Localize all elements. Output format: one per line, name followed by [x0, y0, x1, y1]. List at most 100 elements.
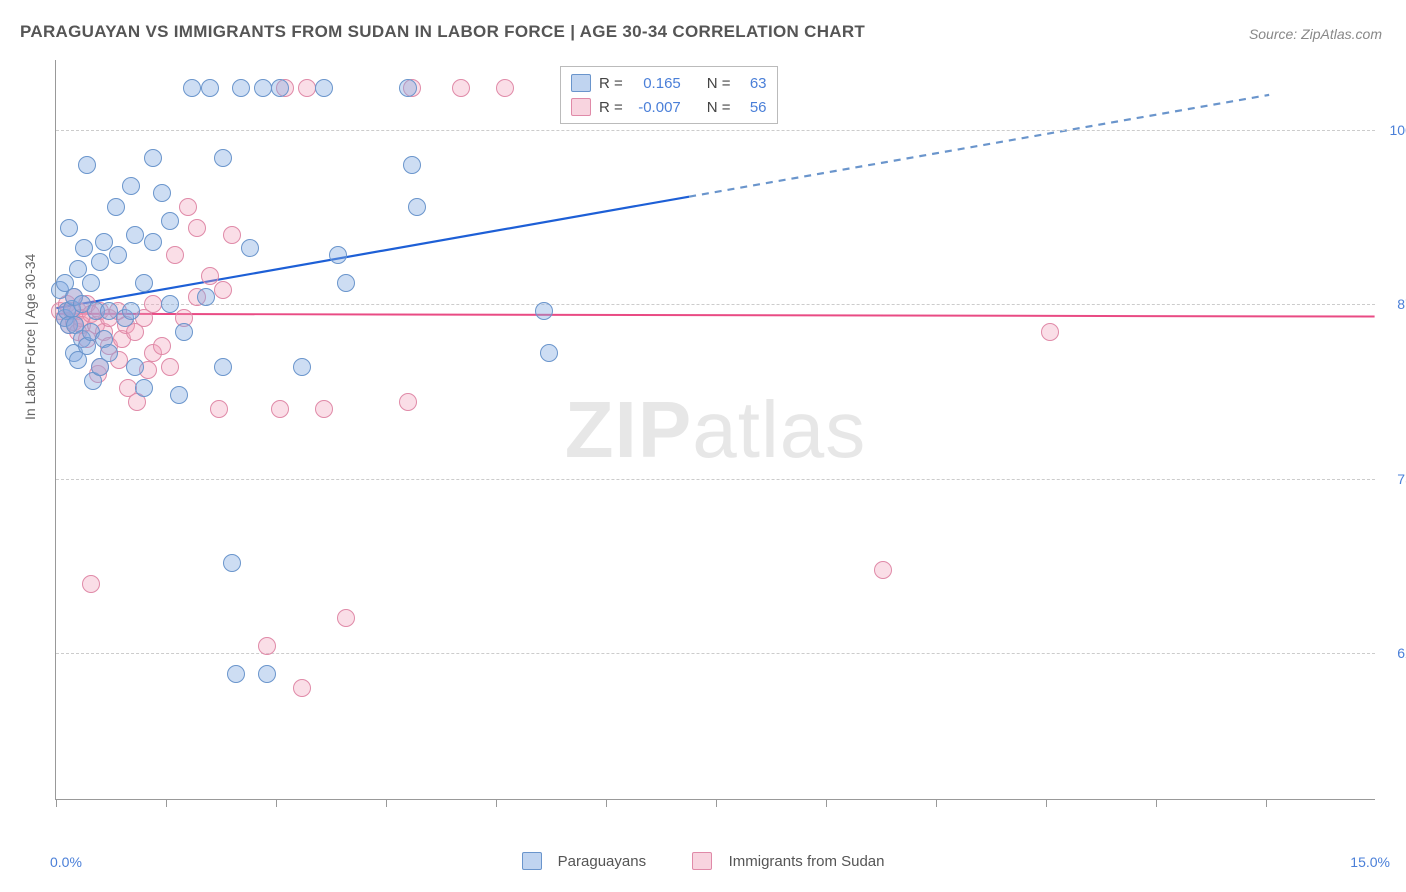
scatter-point-blue [201, 79, 219, 97]
scatter-point-blue [175, 323, 193, 341]
x-tick [386, 799, 387, 807]
scatter-point-blue [170, 386, 188, 404]
legend-label-blue: Paraguayans [558, 853, 646, 870]
scatter-point-pink [399, 393, 417, 411]
x-tick [826, 799, 827, 807]
scatter-point-blue [75, 239, 93, 257]
x-tick [496, 799, 497, 807]
scatter-point-pink [223, 226, 241, 244]
gridline-h [56, 304, 1375, 305]
y-tick-label: 100.0% [1382, 122, 1406, 138]
scatter-point-blue [271, 79, 289, 97]
scatter-point-pink [188, 219, 206, 237]
scatter-point-pink [271, 400, 289, 418]
n-value-blue: 63 [739, 75, 767, 92]
legend-label-pink: Immigrants from Sudan [729, 853, 885, 870]
scatter-point-blue [153, 184, 171, 202]
gridline-h [56, 479, 1375, 480]
scatter-point-pink [144, 295, 162, 313]
scatter-point-blue [107, 198, 125, 216]
scatter-point-pink [337, 609, 355, 627]
scatter-point-blue [161, 212, 179, 230]
scatter-point-pink [298, 79, 316, 97]
x-tick [1046, 799, 1047, 807]
legend-swatch-pink-icon [692, 852, 712, 870]
scatter-point-blue [135, 274, 153, 292]
x-tick [936, 799, 937, 807]
scatter-point-blue [535, 302, 553, 320]
r-label: R = [599, 75, 623, 92]
scatter-point-blue [254, 79, 272, 97]
trend-line [56, 197, 689, 309]
scatter-point-pink [293, 679, 311, 697]
legend-stats-row-blue: R = 0.165 N = 63 [571, 71, 767, 95]
r-label: R = [599, 99, 623, 116]
scatter-point-blue [329, 246, 347, 264]
scatter-point-blue [315, 79, 333, 97]
gridline-h [56, 130, 1375, 131]
trend-line [56, 314, 1374, 317]
scatter-point-blue [223, 554, 241, 572]
y-axis-label: In Labor Force | Age 30-34 [22, 254, 38, 420]
x-tick [606, 799, 607, 807]
scatter-point-pink [1041, 323, 1059, 341]
scatter-point-blue [82, 274, 100, 292]
scatter-point-blue [258, 665, 276, 683]
x-tick [56, 799, 57, 807]
scatter-point-pink [82, 575, 100, 593]
n-value-pink: 56 [739, 99, 767, 116]
watermark-zip: ZIP [565, 385, 692, 474]
scatter-point-blue [122, 302, 140, 320]
source-attribution: Source: ZipAtlas.com [1249, 26, 1382, 42]
scatter-point-blue [161, 295, 179, 313]
x-tick [1266, 799, 1267, 807]
y-tick-label: 75.0% [1382, 471, 1406, 487]
plot-area: ZIPatlas 62.5%75.0%87.5%100.0% [55, 60, 1375, 800]
scatter-point-blue [293, 358, 311, 376]
scatter-point-blue [183, 79, 201, 97]
scatter-point-blue [214, 358, 232, 376]
scatter-point-blue [126, 226, 144, 244]
r-value-blue: 0.165 [631, 75, 681, 92]
scatter-point-pink [153, 337, 171, 355]
scatter-point-blue [109, 246, 127, 264]
scatter-point-pink [179, 198, 197, 216]
watermark: ZIPatlas [565, 384, 866, 476]
scatter-point-blue [408, 198, 426, 216]
scatter-point-blue [60, 219, 78, 237]
scatter-point-blue [78, 156, 96, 174]
legend-stats-row-pink: R = -0.007 N = 56 [571, 95, 767, 119]
legend-bottom: Paraguayans Immigrants from Sudan [0, 852, 1406, 870]
gridline-h [56, 653, 1375, 654]
x-tick [166, 799, 167, 807]
r-value-pink: -0.007 [631, 99, 681, 116]
scatter-point-blue [144, 233, 162, 251]
n-label: N = [707, 75, 731, 92]
scatter-point-blue [241, 239, 259, 257]
legend-swatch-blue-icon [522, 852, 542, 870]
trend-lines-svg [56, 60, 1375, 799]
scatter-point-pink [210, 400, 228, 418]
scatter-point-pink [452, 79, 470, 97]
scatter-point-blue [403, 156, 421, 174]
scatter-point-blue [135, 379, 153, 397]
scatter-point-blue [91, 253, 109, 271]
scatter-point-pink [874, 561, 892, 579]
y-tick-label: 62.5% [1382, 645, 1406, 661]
scatter-point-pink [258, 637, 276, 655]
watermark-atlas: atlas [692, 385, 866, 474]
scatter-point-pink [166, 246, 184, 264]
scatter-point-pink [496, 79, 514, 97]
scatter-point-blue [144, 149, 162, 167]
scatter-point-blue [540, 344, 558, 362]
scatter-point-blue [232, 79, 250, 97]
scatter-point-blue [100, 344, 118, 362]
scatter-point-blue [337, 274, 355, 292]
scatter-point-blue [214, 149, 232, 167]
scatter-point-blue [122, 177, 140, 195]
x-tick [716, 799, 717, 807]
x-tick [1156, 799, 1157, 807]
chart-title: PARAGUAYAN VS IMMIGRANTS FROM SUDAN IN L… [20, 22, 865, 42]
n-label: N = [707, 99, 731, 116]
scatter-point-pink [315, 400, 333, 418]
